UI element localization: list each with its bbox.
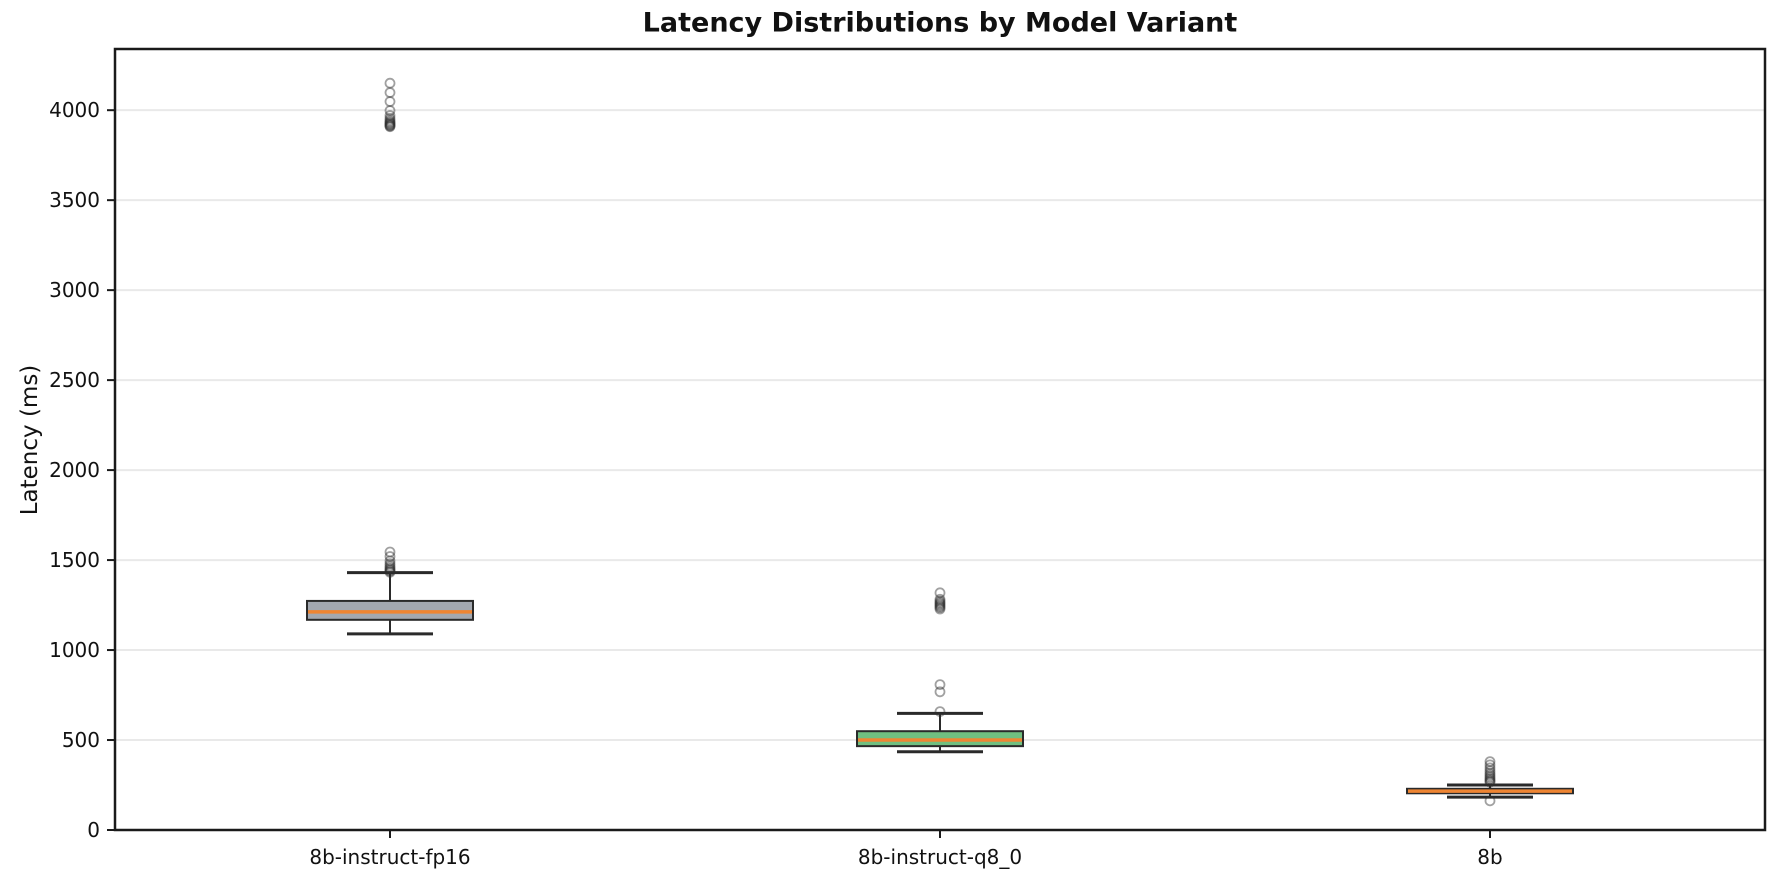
y-tick-label: 3500 bbox=[49, 188, 100, 212]
outlier-point bbox=[1484, 776, 1496, 788]
outlier-point bbox=[384, 555, 396, 567]
y-tick-label: 500 bbox=[62, 728, 100, 752]
outlier-point bbox=[384, 565, 396, 577]
outlier-point bbox=[934, 597, 946, 608]
outlier-point bbox=[934, 603, 946, 615]
outlier-point bbox=[384, 119, 396, 130]
outlier-point bbox=[934, 587, 946, 599]
outlier-point bbox=[384, 562, 396, 574]
chart-title: Latency Distributions by Model Variant bbox=[642, 7, 1238, 39]
outlier-point bbox=[384, 121, 396, 133]
outlier-point bbox=[934, 600, 946, 612]
outlier-point bbox=[934, 593, 946, 605]
outlier-point bbox=[384, 566, 396, 578]
outlier-point bbox=[384, 105, 396, 116]
y-axis: 0 500 1000 1500 2000 2500 3000 3500 4000 bbox=[49, 98, 115, 842]
outlier-point bbox=[384, 112, 396, 124]
y-tick-label: 2000 bbox=[49, 458, 100, 482]
box-group-8b-instruct-q8_0 bbox=[856, 587, 1024, 754]
outlier-point bbox=[384, 119, 396, 131]
outlier-point bbox=[1484, 795, 1496, 807]
y-tick-label: 4000 bbox=[49, 98, 100, 122]
outlier-point bbox=[384, 560, 396, 572]
outlier-point bbox=[384, 563, 396, 575]
outlier-point bbox=[1484, 759, 1496, 771]
outlier-point bbox=[1484, 772, 1496, 784]
outlier-point bbox=[384, 546, 396, 558]
outlier-point bbox=[384, 118, 396, 130]
outlier-point bbox=[934, 598, 946, 610]
outlier-point bbox=[384, 564, 396, 576]
outlier-point bbox=[1484, 769, 1496, 781]
outlier-point bbox=[384, 558, 396, 570]
outlier-point bbox=[1484, 756, 1496, 768]
x-tick-label: 8b-instruct-fp16 bbox=[309, 845, 470, 869]
outlier-point bbox=[384, 117, 396, 129]
x-axis: 8b-instruct-fp16 8b-instruct-q8_0 8b bbox=[309, 830, 1503, 869]
outlier-point bbox=[1484, 775, 1496, 787]
y-tick-label: 1500 bbox=[49, 548, 100, 572]
outlier-point bbox=[384, 551, 396, 562]
outlier-point bbox=[384, 114, 396, 126]
outlier-point bbox=[1484, 762, 1496, 774]
outlier-point bbox=[934, 602, 946, 613]
outlier-point bbox=[384, 120, 396, 132]
outlier-point bbox=[934, 706, 946, 717]
outlier-point bbox=[934, 679, 946, 690]
y-tick-label: 1000 bbox=[49, 638, 100, 662]
outlier-point bbox=[384, 87, 396, 98]
y-tick-label: 3000 bbox=[49, 278, 100, 302]
y-tick-label: 0 bbox=[87, 818, 100, 842]
y-tick-label: 2500 bbox=[49, 368, 100, 392]
outlier-point bbox=[1484, 767, 1496, 779]
x-tick-label: 8b-instruct-q8_0 bbox=[858, 845, 1022, 869]
outlier-point bbox=[384, 96, 396, 107]
outlier-point bbox=[934, 599, 946, 611]
outlier-point bbox=[384, 77, 396, 89]
outlier-point bbox=[1484, 765, 1496, 777]
outlier-point bbox=[384, 116, 396, 128]
outlier-point bbox=[934, 686, 946, 698]
outlier-point bbox=[1484, 774, 1496, 786]
outlier-point bbox=[934, 595, 946, 607]
x-tick-label: 8b bbox=[1477, 845, 1502, 869]
box-group-8b-instruct-fp16 bbox=[306, 77, 474, 636]
outlier-point bbox=[1484, 771, 1496, 783]
outlier-point bbox=[384, 110, 396, 121]
box-group-8b bbox=[1406, 756, 1574, 807]
